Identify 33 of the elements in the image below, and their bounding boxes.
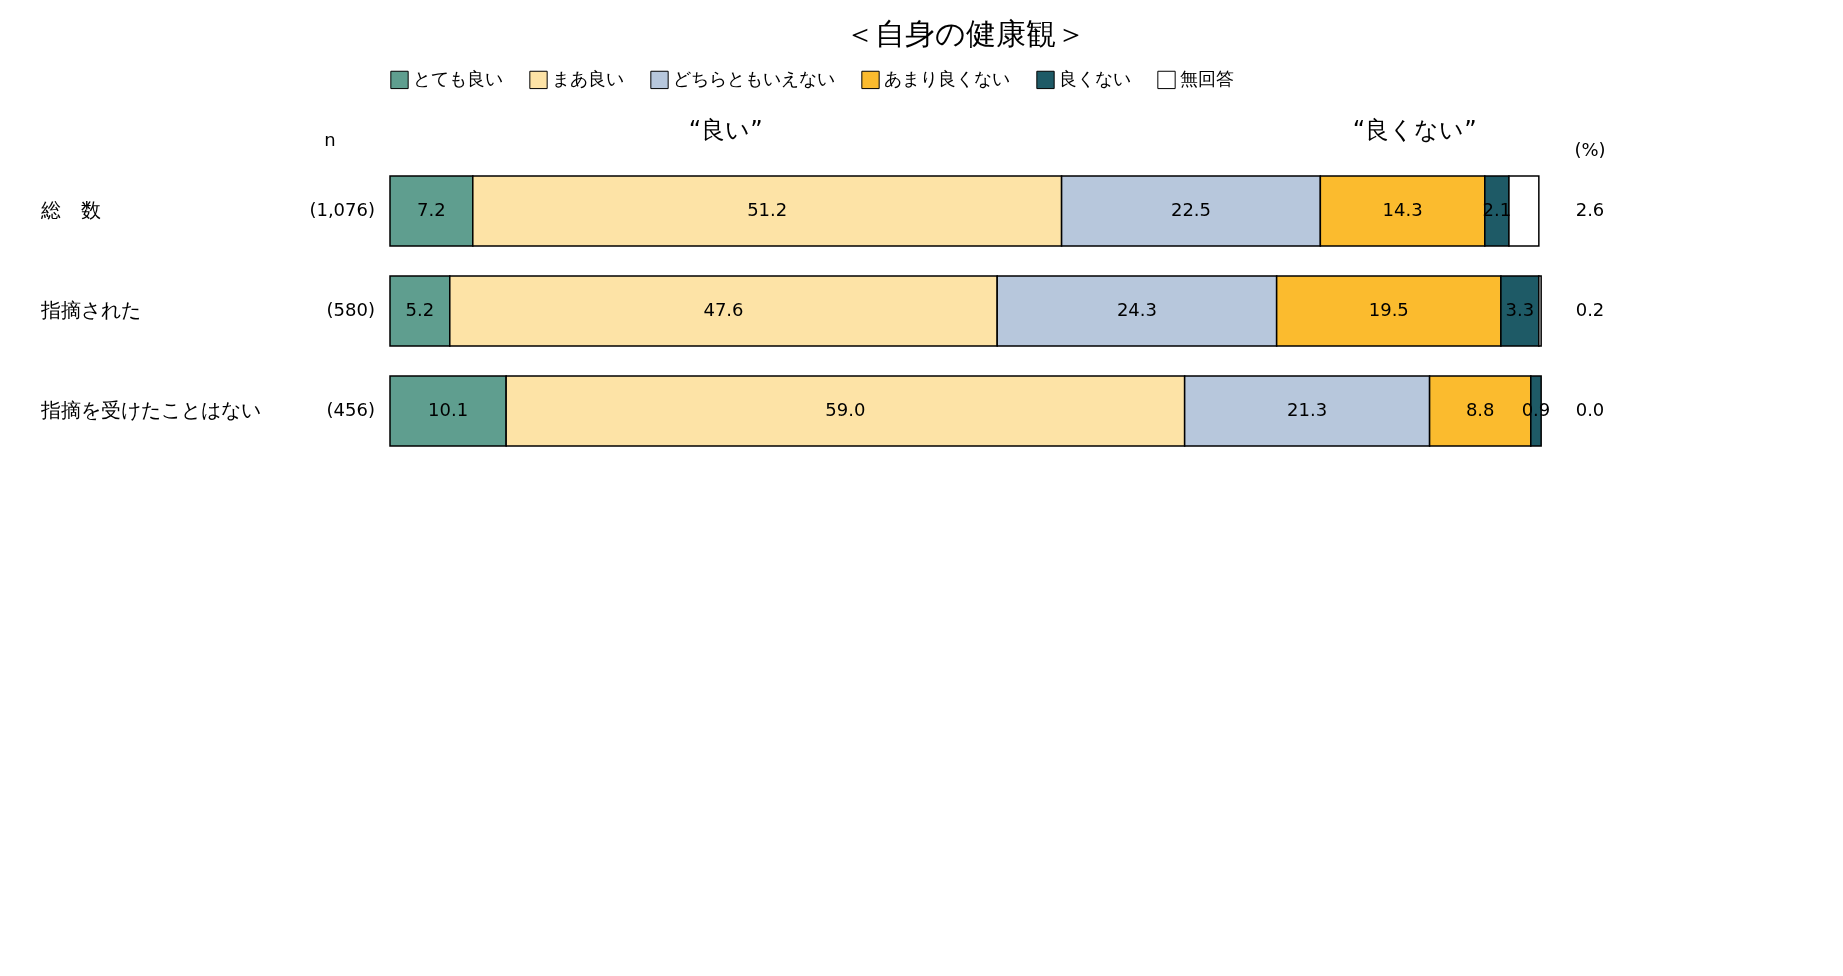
data-label: 47.6 [703, 299, 744, 320]
legend-label: あまり良くない [884, 67, 1010, 89]
data-label: 2.6 [1575, 199, 1605, 220]
data-label: 59.0 [825, 399, 866, 420]
data-label: 19.5 [1368, 299, 1409, 320]
legend-label: どちらともいえない [673, 67, 835, 89]
data-label: 24.3 [1116, 299, 1157, 320]
legend-label: とても良い [413, 67, 503, 89]
data-label: 8.8 [1465, 399, 1495, 420]
text: “良くない” [1352, 116, 1477, 144]
data-label: 14.3 [1382, 199, 1423, 220]
data-label: 22.5 [1170, 199, 1212, 220]
data-label: 7.2 [417, 199, 446, 220]
data-label: 0.2 [1575, 299, 1605, 320]
data-label: 21.3 [1287, 399, 1328, 420]
y-tick-label: 指摘された [39, 298, 141, 322]
text: (456) [326, 399, 375, 420]
data-label: 5.2 [405, 299, 435, 320]
y-tick-label: 総 数 [39, 198, 101, 222]
legend-label: 無回答 [1180, 67, 1234, 89]
data-label: 51.2 [747, 199, 788, 220]
text: (%) [1574, 139, 1606, 160]
text: n [324, 129, 336, 150]
text: (1,076) [309, 199, 375, 220]
y-tick-label: 指摘を受けたことはない [39, 398, 261, 422]
data-label: 3.3 [1505, 299, 1535, 320]
text: (580) [326, 299, 375, 320]
legend-label: まあ良い [552, 67, 624, 89]
data-label: 0.0 [1575, 399, 1605, 420]
data-label: 10.1 [428, 399, 469, 420]
legend-label: 良くない [1059, 67, 1131, 89]
text: “良い” [688, 116, 763, 144]
chart-title: ＜自身の健康観＞ [844, 16, 1086, 51]
